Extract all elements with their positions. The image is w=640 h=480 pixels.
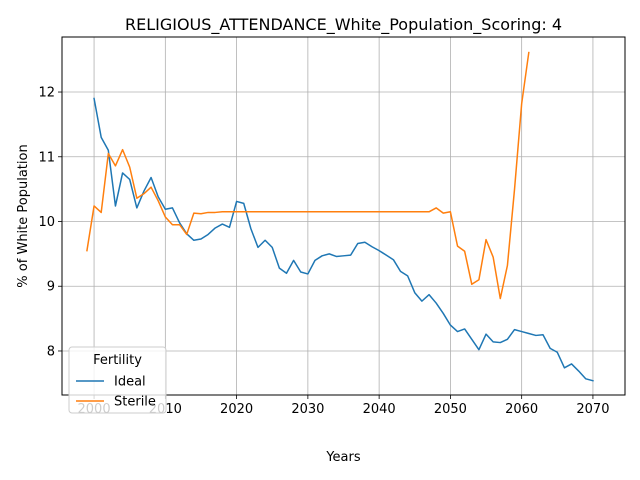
y-tick-label: 8 [47,344,55,359]
x-tick-label: 2060 [505,402,538,417]
series-line-ideal [93,97,594,382]
x-tick-label: 2050 [434,402,467,417]
series-line-sterile [86,51,530,300]
y-tick-label: 11 [38,150,55,165]
y-tick-label: 9 [47,280,55,295]
x-tick-label: 2070 [576,402,609,417]
x-tick-label: 2020 [220,402,253,417]
legend-box [68,346,167,414]
legend-title: Fertility [93,353,142,368]
y-tick-label: 12 [38,86,55,101]
legend-label-ideal: Ideal [114,375,146,390]
y-axis-label: % of White Population [16,144,31,287]
y-tick-label: 10 [38,215,55,230]
x-tick-label: 2030 [291,402,324,417]
chart-title: RELIGIOUS_ATTENDANCE_White_Population_Sc… [125,15,562,35]
legend-label-sterile: Sterile [114,395,156,410]
legend: Fertility Ideal Sterile [68,346,167,414]
x-tick-label: 2040 [363,402,396,417]
plot-frame [61,36,626,396]
x-axis-label: Years [325,450,361,465]
series-lines [86,51,594,382]
